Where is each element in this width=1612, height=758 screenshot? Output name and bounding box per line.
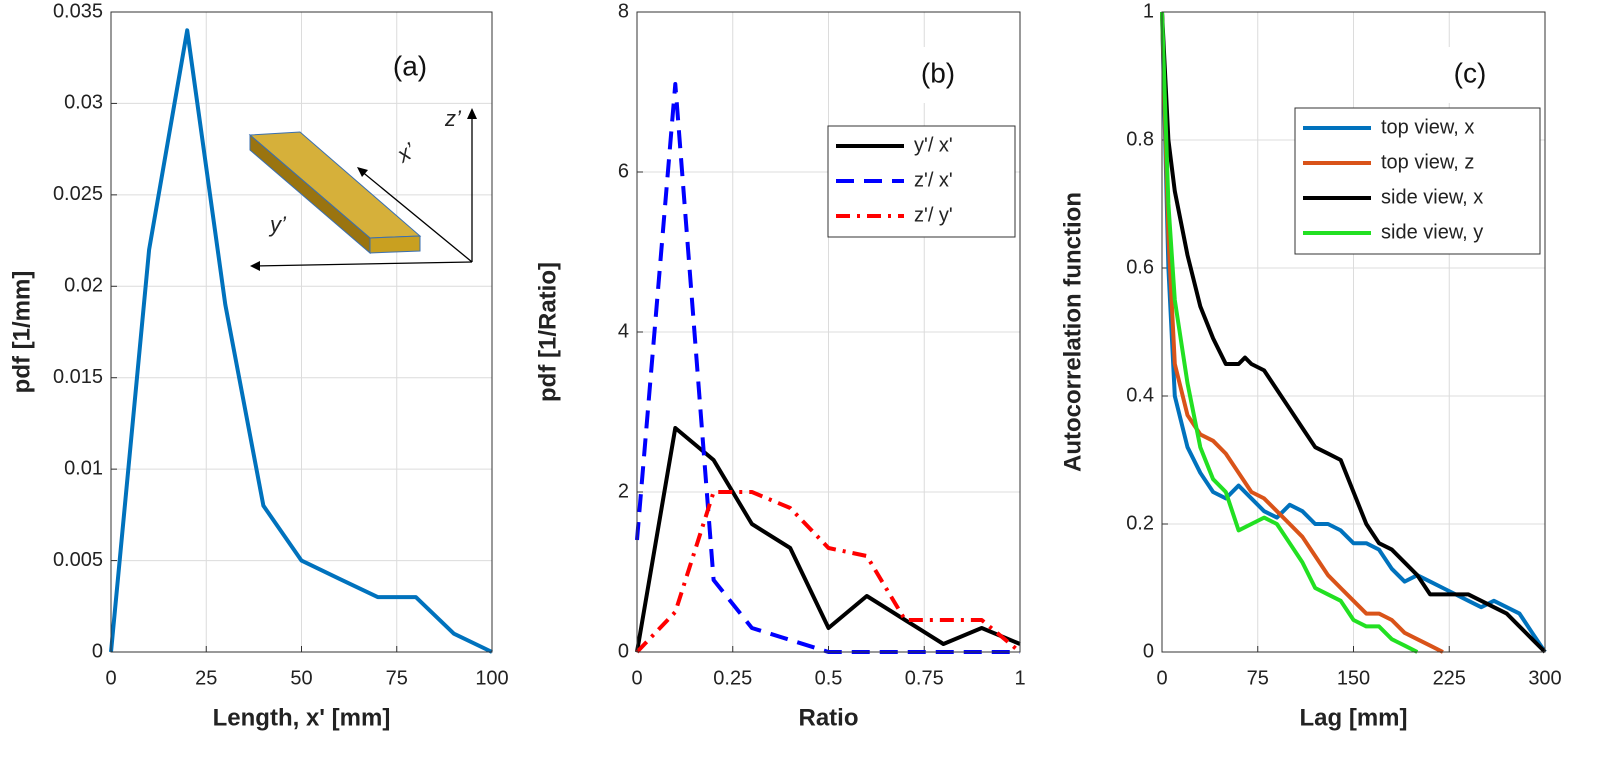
x-tick-label: 150 — [1337, 667, 1370, 689]
y-tick-label: 0.02 — [64, 275, 103, 297]
y-tick-label: 0.03 — [64, 92, 103, 114]
y-tick-label: 1 — [1143, 0, 1154, 22]
x-tick-label: 300 — [1528, 667, 1561, 689]
y-tick-label: 0.8 — [1126, 128, 1154, 150]
x-tick-label: 75 — [1247, 667, 1269, 689]
inset-drawing — [248, 108, 477, 271]
data-line — [109, 28, 493, 654]
y-tick-label: 4 — [618, 320, 629, 342]
legend-label: top view, x — [1381, 116, 1474, 138]
y-tick-label: 0.2 — [1126, 512, 1154, 534]
annotation: (a) — [393, 50, 427, 81]
legend-label: top view, z — [1381, 151, 1474, 173]
x-tick-label: 225 — [1433, 667, 1466, 689]
y-tick-label: 0 — [618, 640, 629, 662]
x-axis-label: Lag [mm] — [1300, 704, 1408, 731]
legend-box — [1294, 107, 1541, 255]
x-tick-label: 0 — [1156, 667, 1167, 689]
x-tick-label: 0 — [105, 667, 116, 689]
data-line — [1160, 11, 1547, 654]
y-tick-label: 0.015 — [53, 366, 103, 388]
y-axis-label: Autocorrelation function — [1059, 192, 1086, 472]
annotation: (b) — [921, 57, 955, 88]
y-tick-label: 0.025 — [53, 183, 103, 205]
y-tick-label: 8 — [618, 0, 629, 22]
inset-label: y’ — [268, 212, 287, 237]
y-tick-label: 0.4 — [1126, 384, 1154, 406]
axes: 0 25 50 75 100 0 0.005 0.01 0.015 0.02 0.025 0.03 0.… — [8, 0, 508, 731]
annotation: (c) — [1454, 57, 1487, 88]
data-line — [635, 490, 1022, 654]
annotation-bg — [1438, 47, 1502, 103]
x-tick-label: 1 — [1014, 667, 1025, 689]
x-tick-label: 25 — [195, 667, 217, 689]
x-axis-label: Ratio — [799, 704, 859, 731]
x-axis-label: Length, x' [mm] — [213, 704, 391, 731]
y-axis-label: pdf [1/Ratio] — [534, 262, 561, 402]
inset-label: z’ — [444, 106, 462, 131]
axes-box — [636, 11, 1021, 653]
y-tick-label: 0 — [92, 640, 103, 662]
x-tick-label: 0.5 — [815, 667, 843, 689]
y-tick-label: 0.035 — [53, 0, 103, 22]
axes: 0 0.25 0.5 0.75 1 0 2 4 6 8 Ratio pdf [1/Ratio] — [534, 0, 1025, 731]
y-tick-label: 2 — [618, 480, 629, 502]
axes-box — [1161, 11, 1546, 653]
y-tick-label: 6 — [618, 160, 629, 182]
overlay: (a) (b) y'/ x' z'/ x' z'/ y' (c) top view, x to… — [393, 47, 1541, 255]
y-tick-label: 0.005 — [53, 549, 103, 571]
data-line — [1160, 11, 1419, 654]
axes-box — [110, 11, 493, 653]
x-tick-label: 0.25 — [713, 667, 752, 689]
legend-label: side view, y — [1381, 221, 1483, 243]
y-tick-label: 0 — [1143, 640, 1154, 662]
data-line — [635, 426, 1021, 653]
y-axis-label: pdf [1/mm] — [8, 271, 35, 394]
x-tick-label: 0 — [631, 667, 642, 689]
legend-label: z'/ x' — [914, 169, 953, 191]
y-tick-label: 0.6 — [1126, 256, 1154, 278]
legend-label: y'/ x' — [914, 134, 953, 156]
x-tick-label: 100 — [475, 667, 508, 689]
x-tick-label: 75 — [386, 667, 408, 689]
legend-label: z'/ y' — [914, 204, 953, 226]
x-tick-label: 0.75 — [905, 667, 944, 689]
y-tick-label: 0.01 — [64, 457, 103, 479]
legend-label: side view, x — [1381, 186, 1483, 208]
data-line — [1160, 11, 1547, 654]
annotation-bg — [906, 47, 970, 103]
x-tick-label: 50 — [290, 667, 312, 689]
